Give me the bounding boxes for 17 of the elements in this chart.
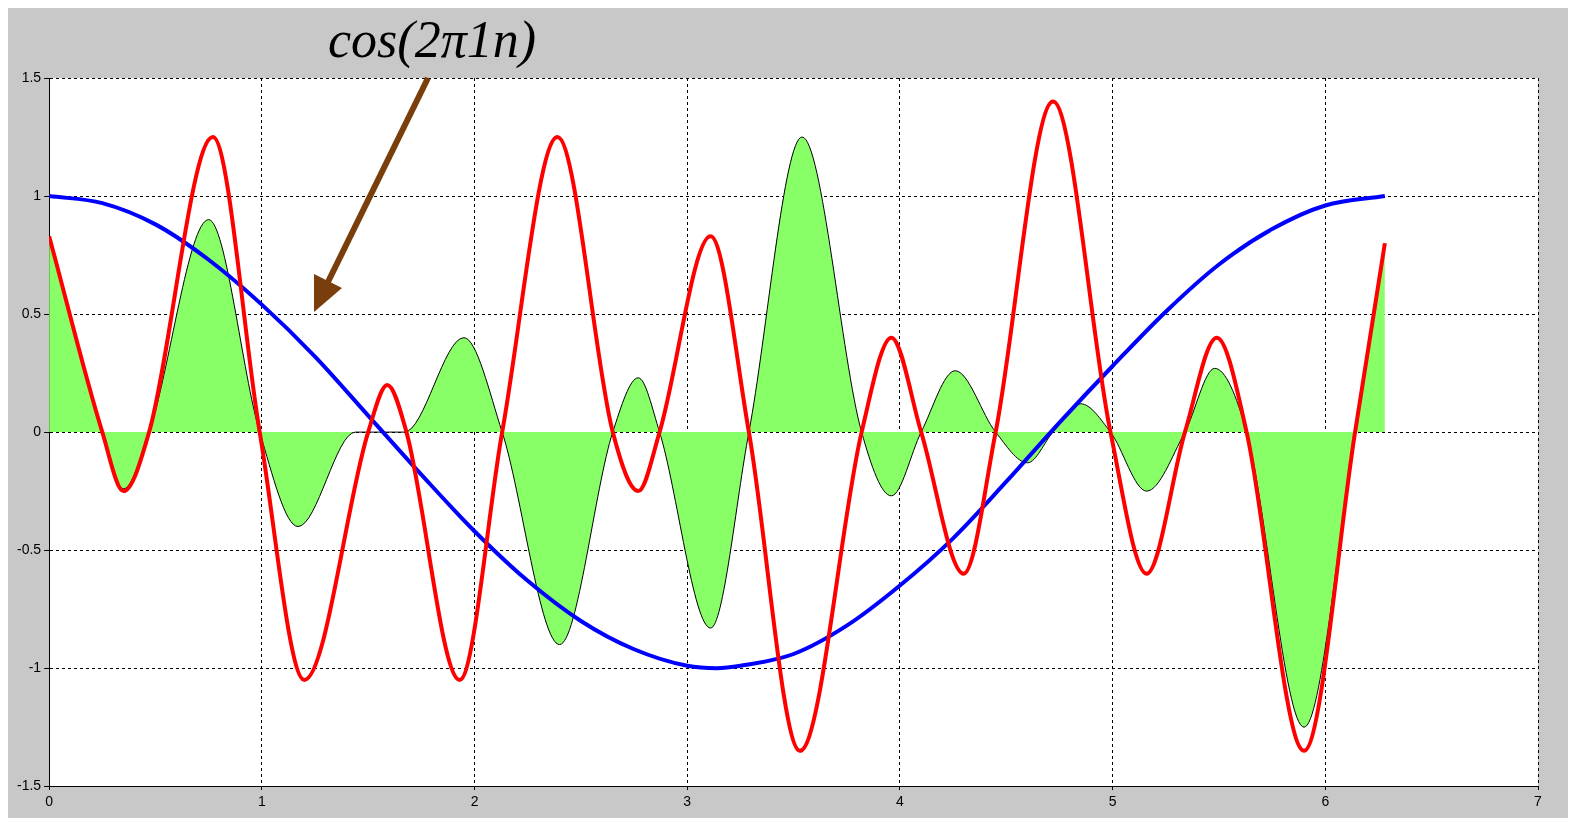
y-tick-label: 1 xyxy=(33,186,42,203)
x-tick-label: 5 xyxy=(1108,793,1117,810)
line-series xyxy=(49,194,1387,671)
x-tick-label: 7 xyxy=(1534,793,1543,810)
x-tick-label: 0 xyxy=(45,793,54,810)
y-tick-label: -1 xyxy=(28,659,42,676)
y-tick-label: 1.5 xyxy=(21,68,42,85)
x-tick-label: 4 xyxy=(896,793,905,810)
y-tick-label: -1.5 xyxy=(17,777,42,794)
text: cos(2π1n) xyxy=(328,10,536,70)
x-tick-label: 2 xyxy=(470,793,479,810)
y-tick-label: 0.5 xyxy=(21,304,42,321)
x-tick-label: 6 xyxy=(1321,793,1330,810)
x-tick-label: 1 xyxy=(257,793,266,810)
y-tick-label: 0 xyxy=(33,422,42,439)
x-tick-label: 3 xyxy=(683,793,692,810)
y-tick-label: -0.5 xyxy=(17,540,42,557)
